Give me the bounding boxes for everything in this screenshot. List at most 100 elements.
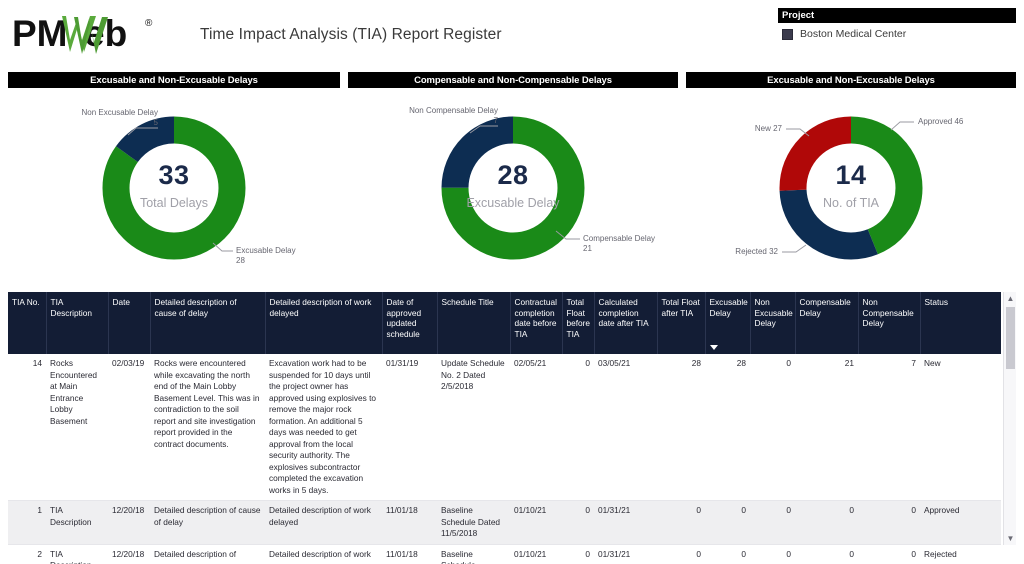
donut-3-center-label: No. of TIA xyxy=(822,196,880,210)
cell-date: 02/03/19 xyxy=(108,354,150,501)
col-total-float-after[interactable]: Total Float after TIA xyxy=(657,292,706,354)
col-date-approved-schedule[interactable]: Date of approved updated schedule xyxy=(382,292,438,354)
slicer-item-boston-medical-center[interactable]: Boston Medical Center xyxy=(778,23,1016,40)
cell-total-float-after: 28 xyxy=(657,354,705,501)
donut-1-label-excusable-name: Excusable Delay xyxy=(236,246,296,255)
donut-1-label-excusable-value: 28 xyxy=(236,256,245,265)
cell-date-approved-schedule: 11/01/18 xyxy=(382,544,437,564)
cell-work-delayed: Detailed description of work delayed xyxy=(265,500,382,545)
pmweb-logo: PM eb ® xyxy=(12,12,184,58)
cell-date: 12/20/18 xyxy=(108,500,150,545)
cell-compensable-delay: 21 xyxy=(795,354,858,501)
table-scrollbar[interactable]: ▲ ▼ xyxy=(1003,292,1016,545)
cell-schedule-title: Baseline Schedule Dated 11/5/2018 xyxy=(437,500,510,545)
pmweb-logo-icon: PM eb ® xyxy=(12,13,153,54)
donut-1-label-excusable: Excusable Delay 28 xyxy=(236,246,296,266)
cell-calculated-completion-after: 01/31/21 xyxy=(594,544,657,564)
cell-status: New xyxy=(920,354,1001,501)
donut-3-label-rejected: Rejected 32 xyxy=(735,247,778,256)
donut-1-center-label: Total Delays xyxy=(139,196,209,210)
charts-row: 33 Total Delays Non Excusable Delay 5 Ex… xyxy=(0,88,1024,288)
cell-cause-of-delay: Detailed description of cause of delay xyxy=(150,500,265,545)
cell-total-float-after: 0 xyxy=(657,500,705,545)
page-header: PM eb ® Time Impact Analysis (TIA) Repor… xyxy=(0,0,1024,70)
col-non-compensable-delay[interactable]: Non Compensable Delay xyxy=(858,292,921,354)
chart-total-delays[interactable]: 33 Total Delays Non Excusable Delay 5 Ex… xyxy=(8,88,340,288)
table-row[interactable]: 1 TIA Description 12/20/18 Detailed desc… xyxy=(8,500,1001,545)
col-tia-description[interactable]: TIA Description xyxy=(46,292,109,354)
col-contractual-completion-before[interactable]: Contractual completion date before TIA xyxy=(510,292,563,354)
donut-3-label-new: New 27 xyxy=(754,124,782,133)
svg-text:PM: PM xyxy=(12,13,68,54)
donut-2-center-value: 28 xyxy=(497,160,529,190)
page-title: Time Impact Analysis (TIA) Report Regist… xyxy=(200,26,502,43)
col-non-excusable-delay[interactable]: Non Excusable Delay xyxy=(750,292,796,354)
svg-text:®: ® xyxy=(145,18,153,29)
donut-2-label-non-compensable-value: 7 xyxy=(493,116,498,125)
cell-date: 12/20/18 xyxy=(108,544,150,564)
col-total-float-before[interactable]: Total Float before TIA xyxy=(562,292,595,354)
checkbox-icon[interactable] xyxy=(782,28,793,40)
col-tia-no[interactable]: TIA No. xyxy=(8,292,47,354)
panel-title-tia-status: Excusable and Non-Excusable Delays xyxy=(686,72,1016,88)
table-header-row: TIA No. TIA Description Date Detailed de… xyxy=(8,292,1001,354)
cell-status: Approved xyxy=(920,500,1001,545)
col-compensable-delay[interactable]: Compensable Delay xyxy=(795,292,859,354)
cell-non-compensable-delay: 7 xyxy=(858,354,920,501)
cell-contractual-completion-before: 01/10/21 xyxy=(510,500,562,545)
donut-3-label-approved: Approved 46 xyxy=(918,117,964,126)
table-body-viewport: 14 Rocks Encountered at Main Entrance Lo… xyxy=(8,354,1001,564)
col-schedule-title[interactable]: Schedule Title xyxy=(437,292,511,354)
table-row[interactable]: 14 Rocks Encountered at Main Entrance Lo… xyxy=(8,354,1001,501)
chart-no-of-tia[interactable]: 14 No. of TIA New 27 Approved 46 Rejecte… xyxy=(686,88,1016,288)
col-cause-of-delay[interactable]: Detailed description of cause of delay xyxy=(150,292,266,354)
col-calculated-completion-after[interactable]: Calculated completion date after TIA xyxy=(594,292,658,354)
scroll-down-icon[interactable]: ▼ xyxy=(1006,534,1015,543)
col-excusable-delay[interactable]: Excusable Delay xyxy=(705,292,751,354)
cell-non-excusable-delay: 0 xyxy=(750,544,795,564)
cell-excusable-delay: 0 xyxy=(705,544,750,564)
project-slicer[interactable]: Project Boston Medical Center xyxy=(778,8,1016,40)
cell-total-float-before: 0 xyxy=(562,354,594,501)
scrollbar-thumb[interactable] xyxy=(1006,307,1015,369)
cell-calculated-completion-after: 03/05/21 xyxy=(594,354,657,501)
cell-date-approved-schedule: 11/01/18 xyxy=(382,500,437,545)
chart-excusable-delay[interactable]: 28 Excusable Delay Non Compensable Delay… xyxy=(348,88,678,288)
cell-contractual-completion-before: 02/05/21 xyxy=(510,354,562,501)
donut-1-label-non-excusable: Non Excusable Delay 5 xyxy=(8,108,158,128)
table-row[interactable]: 2 TIA Description 12/20/18 Detailed desc… xyxy=(8,544,1001,564)
cell-compensable-delay: 0 xyxy=(795,544,858,564)
col-work-delayed[interactable]: Detailed description of work delayed xyxy=(265,292,383,354)
cell-tia-no: 1 xyxy=(8,500,46,545)
donut-chart-2 xyxy=(441,116,585,260)
cell-tia-description: TIA Description xyxy=(46,500,108,545)
cell-status: Rejected xyxy=(920,544,1001,564)
col-status[interactable]: Status xyxy=(920,292,1001,354)
cell-non-excusable-delay: 0 xyxy=(750,354,795,501)
scroll-up-icon[interactable]: ▲ xyxy=(1006,294,1015,303)
donut-chart-3 xyxy=(779,116,923,260)
cell-calculated-completion-after: 01/31/21 xyxy=(594,500,657,545)
cell-non-compensable-delay: 0 xyxy=(858,500,920,545)
cell-tia-description: Rocks Encountered at Main Entrance Lobby… xyxy=(46,354,108,501)
donut-3-center-value: 14 xyxy=(835,160,867,190)
cell-tia-no: 2 xyxy=(8,544,46,564)
donut-2-label-compensable-value: 21 xyxy=(583,244,592,253)
col-date[interactable]: Date xyxy=(108,292,151,354)
donut-2-label-non-compensable-name: Non Compensable Delay xyxy=(409,106,498,115)
cell-total-float-before: 0 xyxy=(562,500,594,545)
cell-schedule-title: Baseline Schedule xyxy=(437,544,510,564)
donut-2-label-compensable-name: Compensable Delay xyxy=(583,234,656,243)
tia-table[interactable]: TIA No. TIA Description Date Detailed de… xyxy=(8,292,1016,564)
sort-descending-icon[interactable] xyxy=(709,345,718,350)
tia-table-body: 14 Rocks Encountered at Main Entrance Lo… xyxy=(8,354,1001,564)
donut-2-label-compensable: Compensable Delay 21 xyxy=(583,234,655,254)
cell-total-float-after: 0 xyxy=(657,544,705,564)
donut-1-label-non-excusable-value: 5 xyxy=(153,118,158,127)
cell-excusable-delay: 0 xyxy=(705,500,750,545)
tia-table-header: TIA No. TIA Description Date Detailed de… xyxy=(8,292,1001,354)
donut-1-center-value: 33 xyxy=(158,160,190,190)
donut-chart-1 xyxy=(102,116,246,260)
cell-work-delayed: Excavation work had to be suspended for … xyxy=(265,354,382,501)
